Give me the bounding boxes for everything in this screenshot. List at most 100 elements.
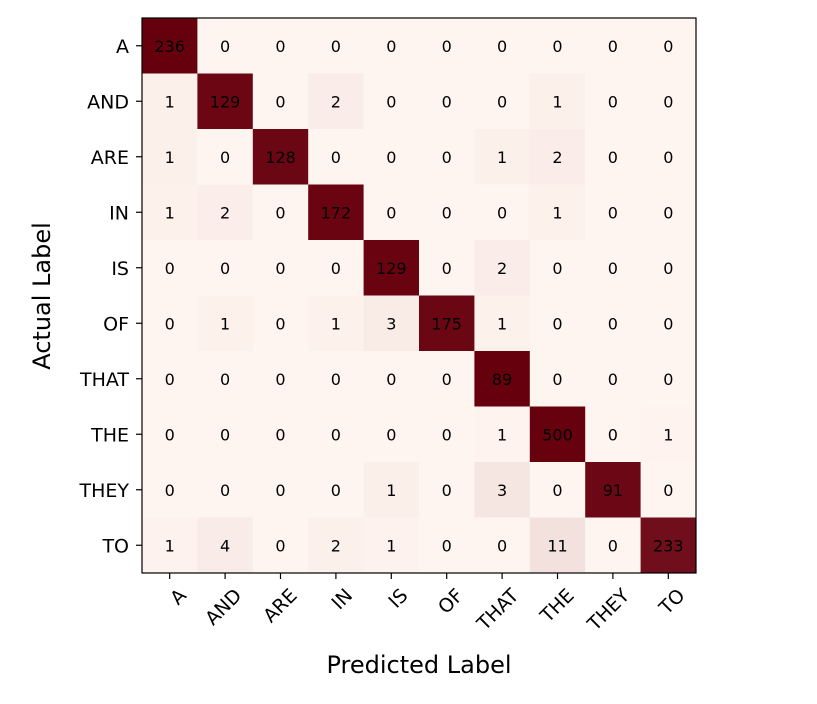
heatmap-cell [474,129,531,185]
cell-value-label: 0 [386,37,396,56]
cell-value-label: 0 [497,203,507,222]
cell-value-label: 1 [497,425,507,444]
heatmap-cell [142,462,198,518]
cell-value-label: 0 [497,92,507,111]
heatmap-cell [252,18,309,74]
heatmap-cell [363,406,420,463]
heatmap-cell [308,295,365,352]
cell-value-label: 0 [331,37,341,56]
cell-value-label: 0 [663,148,673,167]
heatmap-cell [529,129,586,185]
cell-value-label: 0 [663,259,673,278]
cell-value-label: 1 [165,536,175,555]
cell-value-label: 0 [608,370,618,389]
heatmap-cell [585,406,642,463]
x-tick-label: THEY [583,584,635,636]
cell-value-label: 4 [220,536,230,555]
cell-value-label: 1 [165,148,175,167]
cell-value-label: 1 [386,536,396,555]
heatmap-cell [363,462,420,518]
cell-value-label: 2 [497,259,507,278]
y-tick-label: OF [103,313,129,335]
y-axis-ticks: A AND ARE IN IS OF THAT THE THEY TO [78,36,142,557]
heatmap-cell [529,18,586,74]
cell-value-label: 500 [542,425,573,444]
cell-value-label: 0 [220,370,230,389]
cell-value-label: 89 [492,370,512,389]
cell-value-label: 2 [331,536,341,555]
heatmap-cell [640,18,697,74]
heatmap-cell [308,462,365,518]
heatmap-cell [252,184,309,241]
cell-value-label: 2 [552,148,562,167]
cell-value-label: 0 [275,536,285,555]
cell-value-label: 0 [552,259,562,278]
cell-value-label: 1 [663,425,673,444]
cell-value-label: 0 [386,92,396,111]
cell-value-label: 0 [442,148,452,167]
cell-value-label: 0 [331,425,341,444]
cell-value-label: 0 [220,148,230,167]
heatmap-cell [585,184,642,241]
cell-value-label: 0 [386,425,396,444]
heatmap-cell [585,240,642,296]
heatmap-cell [640,462,697,518]
cell-value-label: 1 [497,314,507,333]
heatmap-cell [308,73,365,130]
x-tick-label: A [166,585,191,610]
cell-value-label: 3 [497,481,507,500]
heatmap-cell [585,129,642,185]
cell-value-label: 0 [608,92,618,111]
heatmap-cell [197,295,254,352]
heatmap-cell [640,406,697,463]
heatmap-cell [197,240,254,296]
y-tick-label: THE [90,424,129,446]
heatmap-cells [142,18,697,574]
cell-value-label: 0 [386,370,396,389]
heatmap-cell [585,18,642,74]
heatmap-cell [142,517,198,574]
heatmap-cell [474,73,531,130]
heatmap-cell [363,184,420,241]
heatmap-cell [197,462,254,518]
cell-value-label: 0 [331,481,341,500]
heatmap-cell [252,406,309,463]
heatmap-cell [419,18,475,74]
cell-value-label: 0 [275,92,285,111]
heatmap-cell [252,351,309,407]
cell-value-label: 0 [275,37,285,56]
cell-value-label: 129 [210,92,241,111]
cell-value-label: 0 [552,314,562,333]
cell-value-label: 1 [165,92,175,111]
y-tick-label: A [116,36,129,58]
cell-value-label: 0 [165,425,175,444]
heatmap-cell [640,295,697,352]
heatmap-cell [585,73,642,130]
heatmap-cell [585,517,642,574]
cell-value-label: 0 [608,425,618,444]
heatmap-cell [474,517,531,574]
cell-value-label: 3 [386,314,396,333]
heatmap-cell [197,406,254,463]
cell-value-label: 0 [165,314,175,333]
cell-value-label: 0 [275,259,285,278]
heatmap-cell [197,73,254,130]
heatmap-cell [197,517,254,574]
heatmap-cell [308,18,365,74]
cell-value-label: 1 [497,148,507,167]
heatmap-cell [419,129,475,185]
cell-value-label: 0 [220,37,230,56]
heatmap-cell [474,295,531,352]
cell-value-label: 0 [442,536,452,555]
cell-value-label: 172 [321,203,352,222]
cell-value-label: 0 [386,148,396,167]
cell-value-label: 0 [608,259,618,278]
cell-value-label: 0 [442,37,452,56]
cell-value-label: 1 [386,481,396,500]
x-tick-label: IS [384,585,412,613]
heatmap-cell [529,406,586,463]
cell-value-label: 0 [331,259,341,278]
heatmap-cell [640,73,697,130]
